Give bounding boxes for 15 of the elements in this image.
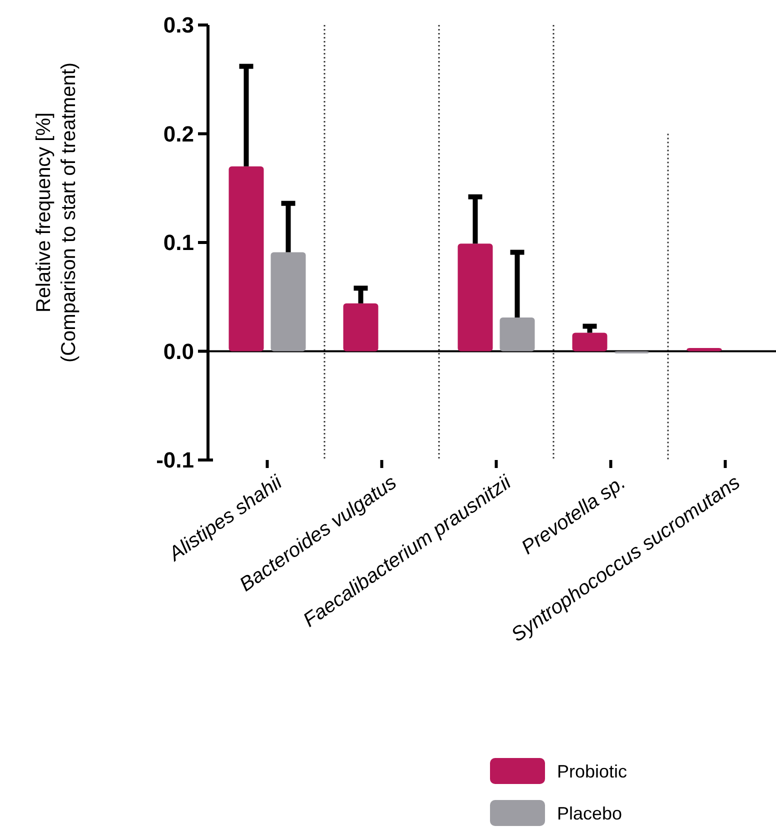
bar	[228, 166, 264, 352]
bar	[343, 303, 378, 352]
bar	[458, 244, 493, 352]
y-tick-label: 0.1	[163, 230, 194, 256]
y-tick-label: 0.2	[163, 121, 194, 146]
y-tick-label: 0.3	[163, 12, 194, 38]
bar	[270, 252, 306, 352]
legend-label: Placebo	[557, 803, 622, 824]
y-tick-label: 0.0	[163, 338, 194, 364]
legend-label: Probiotic	[557, 761, 628, 782]
bar	[686, 348, 722, 352]
y-tick-label: -0.1	[156, 448, 194, 473]
bar	[572, 332, 608, 352]
bar	[500, 318, 535, 352]
y-axis-title: Relative frequency [%] (Comparison to start of treatment)	[33, 62, 80, 363]
